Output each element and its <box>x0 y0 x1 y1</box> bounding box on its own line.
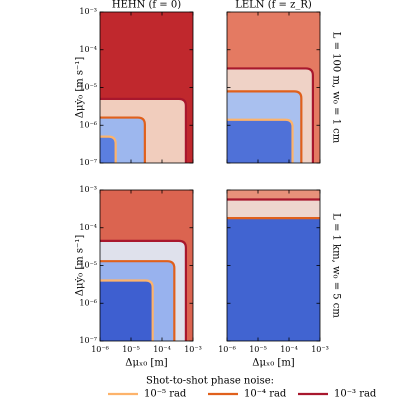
x-tick-label: 10⁻⁶ <box>91 345 109 354</box>
y-tick-label: 10⁻⁴ <box>79 45 97 54</box>
y-tick-label: 10⁻⁷ <box>79 336 97 345</box>
x-axis-label: Δμₓ₀ [m] <box>252 358 295 369</box>
x-axis-label: Δμₓ₀ [m] <box>125 358 168 369</box>
y-tick-label: 10⁻⁶ <box>79 298 97 307</box>
contour-line <box>227 118 294 163</box>
plot-area <box>100 190 193 341</box>
y-tick-label: 10⁻³ <box>79 7 97 16</box>
heatmap-region <box>227 119 293 163</box>
legend-title: Shot-to-shot phase noise: <box>146 376 274 387</box>
x-tick-label: 10⁻³ <box>311 345 329 354</box>
y-tick-label: 10⁻⁵ <box>79 83 97 92</box>
plot-area <box>227 12 320 163</box>
x-tick-label: 10⁻⁴ <box>280 345 298 354</box>
y-tick-label: 10⁻⁶ <box>79 120 97 129</box>
heatmap-region <box>227 218 320 341</box>
plot-area <box>100 12 193 163</box>
legend-label: 10⁻⁴ rad <box>244 389 287 400</box>
x-tick-label: 10⁻⁴ <box>153 345 171 354</box>
y-tick-label: 10⁻⁴ <box>79 223 97 232</box>
legend-label: 10⁻⁵ rad <box>144 389 187 400</box>
panel-title: LELN (f = z_R) <box>235 0 312 11</box>
x-tick-label: 10⁻³ <box>184 345 202 354</box>
contour-line <box>227 67 314 163</box>
contour-line <box>100 279 154 341</box>
y-axis-label: Δμẏ₀ [m s⁻¹] <box>75 235 86 297</box>
heatmap-region <box>100 136 116 163</box>
contour-line <box>227 90 303 163</box>
row-label: L = 100 m, w₀ = 1 cm <box>331 32 342 144</box>
row-label: L = 1 km, w₀ = 5 cm <box>331 213 342 318</box>
x-tick-label: 10⁻⁶ <box>218 345 236 354</box>
y-tick-label: 10⁻⁷ <box>79 158 97 167</box>
x-tick-label: 10⁻⁵ <box>122 345 140 354</box>
x-tick-label: 10⁻⁵ <box>249 345 267 354</box>
contour-line <box>100 135 117 163</box>
heatmap-region <box>100 280 153 341</box>
y-axis-label: Δμẏ₀ [m s⁻¹] <box>75 57 86 119</box>
y-tick-label: 10⁻⁵ <box>79 261 97 270</box>
panel-title: HEHN (f = 0) <box>112 0 181 11</box>
y-tick-label: 10⁻³ <box>79 185 97 194</box>
contour-line <box>100 239 187 341</box>
plot-area <box>227 190 320 341</box>
legend-label: 10⁻³ rad <box>334 389 377 400</box>
contour-line <box>100 116 146 163</box>
contour-line <box>100 260 176 341</box>
contour-line <box>100 97 187 163</box>
